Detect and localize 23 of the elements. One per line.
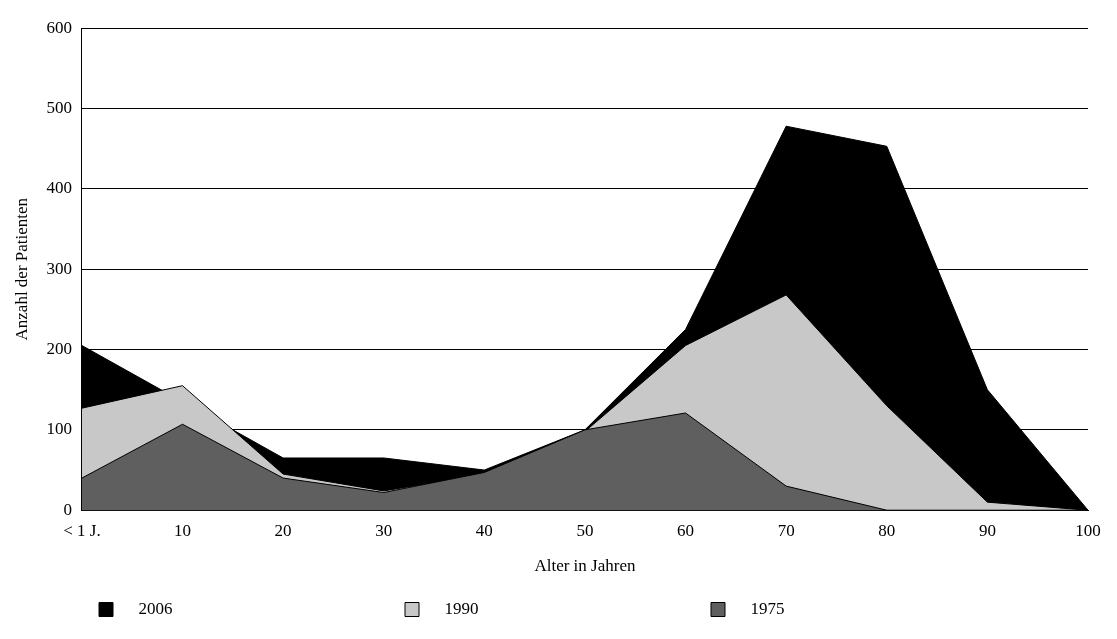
x-tick-label: 10 bbox=[174, 520, 192, 540]
x-axis-title: Alter in Jahren bbox=[534, 556, 636, 576]
x-tick-label: < 1 J. bbox=[63, 520, 101, 540]
legend-label: 2006 bbox=[121, 598, 385, 618]
x-tick-label: 30 bbox=[375, 520, 393, 540]
x-tick-label: 40 bbox=[475, 520, 493, 540]
y-tick-label: 600 bbox=[46, 17, 72, 37]
x-tick-label: 100 bbox=[1075, 520, 1101, 540]
legend-label: 1990 bbox=[427, 598, 691, 618]
y-tick-label: 100 bbox=[46, 419, 72, 439]
y-tick-label: 200 bbox=[46, 339, 72, 358]
x-tick-label: 90 bbox=[978, 520, 996, 540]
x-tick-label: 60 bbox=[677, 520, 695, 540]
x-tick-label: 80 bbox=[878, 520, 896, 540]
x-tick-label: 20 bbox=[274, 520, 292, 540]
y-tick-label: 300 bbox=[46, 258, 72, 278]
y-axis-title: Anzahl der Patienten bbox=[11, 197, 31, 341]
x-tick-label: 50 bbox=[576, 520, 594, 540]
y-tick-label: 0 bbox=[63, 499, 72, 519]
x-tick-label: 70 bbox=[777, 520, 795, 540]
y-tick-label: 400 bbox=[46, 178, 72, 198]
legend-label: 1975 bbox=[733, 598, 997, 618]
y-tick-label: 500 bbox=[46, 98, 72, 117]
